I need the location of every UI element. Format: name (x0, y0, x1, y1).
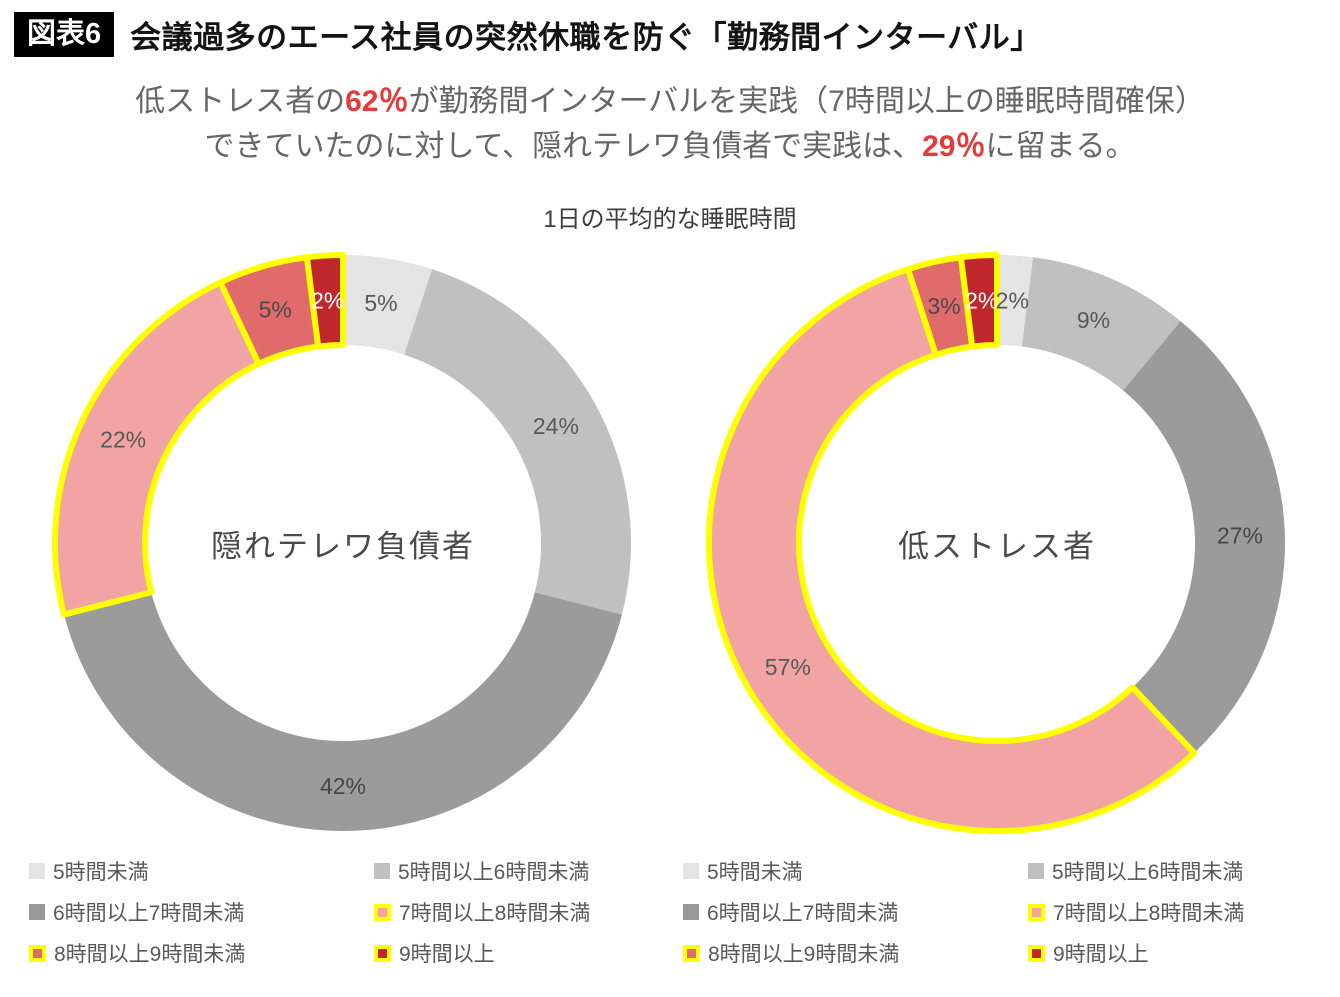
legend-swatch (683, 944, 700, 962)
legend-label: 8時間以上9時間未満 (708, 943, 900, 966)
legend-item: 5時間未満 (29, 856, 374, 886)
legend-label: 5時間未満 (53, 861, 149, 884)
subtitle-text: に留まる。 (985, 130, 1136, 163)
legend-label: 5時間以上6時間未満 (398, 861, 590, 884)
legend-label: 5時間未満 (707, 861, 803, 884)
legend-swatch (374, 944, 391, 962)
legend-item: 8時間以上9時間未満 (29, 938, 374, 968)
legend-left: 5時間未満 5時間以上6時間未満 6時間以上7時間未満 7時間以上8時間未満 8時間以上… (23, 856, 663, 968)
legend-item: 5時間以上6時間未満 (374, 856, 657, 886)
donut-svg-right: 2%9%27%57%3% 2% (706, 252, 1286, 834)
donut-segment (1123, 321, 1286, 753)
donut-segment (957, 252, 1000, 350)
legend-label: 5時間以上6時間未満 (1052, 861, 1244, 884)
legend-right: 5時間未満 5時間以上6時間未満 6時間以上7時間未満 7時間以上8時間未満 8時間以上… (677, 856, 1317, 968)
donut-wrap-left: 5% 24% 42% 22% 5% 2% 隠れテレワ負債者 (48, 248, 638, 838)
legend-item: 7時間以上8時間未満 (374, 897, 657, 927)
subtitle-line: できていたのに対して、隠れテレワ負債者で実践は、29％に留まる。 (16, 124, 1324, 169)
chart-low-stress: 2% 9% 27% 57% 3% 2% 低ストレス者 5時間未満 5時間以上6時間未満 6時間… (670, 248, 1324, 968)
chart-hidden-telework-debtors: 5% 24% 42% 22% 5% 2% 隠れテレワ負債者 5時間未満 5時間以上6時間未満… (16, 248, 670, 968)
legend-item: 6時間以上7時間未満 (683, 897, 1028, 927)
legend-label: 7時間以上8時間未満 (399, 902, 591, 925)
donut-segment (706, 266, 1198, 834)
header: 図表6 会議過多のエース社員の突然休職を防ぐ「勤務間インターバル」 (10, 10, 1330, 57)
segment-label: 2% (311, 288, 344, 314)
subtitle-line: 低ストレス者の62％が勤務間インターバルを実践（7時間以上の睡眠時間確保） (16, 79, 1324, 124)
legend-label: 6時間以上7時間未満 (707, 902, 899, 925)
legend-item: 7時間以上8時間未満 (1028, 897, 1311, 927)
legend-swatch (1028, 903, 1045, 921)
legend-swatch (374, 863, 390, 879)
subtitle-text: 低ストレス者の (135, 85, 346, 118)
charts-row: 5% 24% 42% 22% 5% 2% 隠れテレワ負債者 5時間未満 5時間以上6時間未満… (10, 248, 1330, 968)
legend-swatch (29, 863, 45, 879)
segment-label: 3% (927, 293, 960, 319)
segment-label: 57% (765, 654, 811, 680)
legend-item: 9時間以上 (1028, 938, 1311, 968)
legend-swatch (374, 903, 391, 921)
donut-segment (303, 252, 346, 350)
donut-svg-left: 5% 24% 42% 22% 5% 2% (52, 252, 631, 831)
segment-label: 22% (100, 427, 146, 453)
donut-segment (404, 269, 631, 615)
segment-label: 9% (1077, 307, 1110, 333)
segment-label: 5% (259, 297, 292, 323)
subtitle: 低ストレス者の62％が勤務間インターバルを実践（7時間以上の睡眠時間確保） できて… (16, 79, 1324, 169)
segment-label: 27% (1217, 522, 1263, 548)
legend-swatch (1028, 863, 1044, 879)
legend-swatch (1028, 944, 1045, 962)
donut-segment (1021, 257, 1181, 391)
legend-item: 6時間以上7時間未満 (29, 897, 374, 927)
legend-label: 6時間以上7時間未満 (53, 902, 245, 925)
donut-wrap-right: 2% 9% 27% 57% 3% 2% 低ストレス者 (702, 248, 1292, 838)
legend-item: 8時間以上9時間未満 (683, 938, 1028, 968)
segment-label: 24% (533, 413, 579, 439)
segment-label: 2% (996, 288, 1029, 314)
donut-segment (52, 279, 262, 618)
subtitle-text: が勤務間インターバルを実践（7時間以上の睡眠時間確保） (408, 85, 1205, 118)
legend-swatch (29, 944, 46, 962)
subtitle-highlight: 29％ (922, 130, 986, 163)
legend-swatch (29, 904, 45, 920)
donut-segment (64, 592, 622, 831)
legend-label: 8時間以上9時間未満 (54, 943, 246, 966)
chart-title: 1日の平均的な睡眠時間 (543, 206, 797, 233)
legend-item: 5時間未満 (683, 856, 1028, 886)
segment-label: 5% (364, 290, 397, 316)
legend-item: 5時間以上6時間未満 (1028, 856, 1311, 886)
legend-label: 7時間以上8時間未満 (1053, 902, 1245, 925)
legend-swatch (683, 863, 699, 879)
legend-label: 9時間以上 (1053, 943, 1149, 966)
figure-number-tag: 図表6 (14, 12, 115, 57)
legend-item: 9時間以上 (374, 938, 657, 968)
donut-segment (997, 255, 1034, 347)
subtitle-highlight: 62％ (345, 85, 409, 118)
page-title: 会議過多のエース社員の突然休職を防ぐ「勤務間インターバル」 (130, 20, 1042, 55)
legend-swatch (683, 904, 699, 920)
donut-segment (343, 255, 432, 355)
subtitle-text: できていたのに対して、隠れテレワ負債者で実践は、 (204, 130, 923, 163)
segment-label: 42% (320, 773, 366, 799)
segment-label: 2% (965, 288, 998, 314)
legend-label: 9時間以上 (399, 943, 495, 966)
